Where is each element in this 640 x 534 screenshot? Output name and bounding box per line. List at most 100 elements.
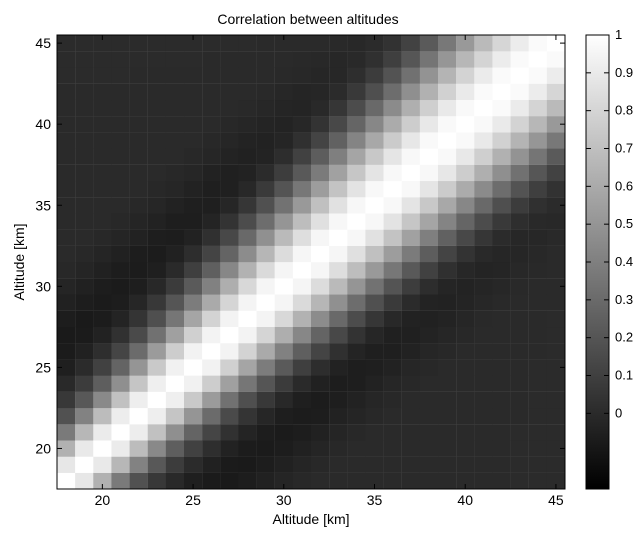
heatmap-cell xyxy=(401,229,421,246)
heatmap-cell xyxy=(311,83,330,101)
heatmap-cell xyxy=(438,99,457,117)
heatmap-cell xyxy=(329,132,348,149)
heatmap-cell xyxy=(129,440,148,457)
heatmap-cell xyxy=(456,51,475,68)
heatmap-cell xyxy=(184,343,203,360)
heatmap-cell xyxy=(383,197,402,214)
heatmap-cell xyxy=(238,310,257,328)
heatmap-cell xyxy=(93,310,112,328)
heatmap-cell xyxy=(546,51,566,68)
heatmap-cell xyxy=(419,343,439,360)
heatmap-cell xyxy=(510,424,529,441)
heatmap-cell xyxy=(474,310,493,328)
heatmap-cell xyxy=(129,35,148,52)
heatmap-cell xyxy=(401,148,421,165)
heatmap-cell xyxy=(57,391,76,409)
heatmap-cell xyxy=(256,245,275,263)
heatmap-cell xyxy=(238,424,257,441)
heatmap-cell xyxy=(456,213,475,230)
heatmap-cell xyxy=(165,294,185,311)
heatmap-cell xyxy=(220,407,239,425)
heatmap-cell xyxy=(111,407,130,425)
heatmap-cell xyxy=(510,180,529,198)
heatmap-cell xyxy=(329,51,348,68)
heatmap-cell xyxy=(329,213,348,230)
y-tick-label: 35 xyxy=(35,197,51,213)
heatmap-cell xyxy=(57,83,76,101)
heatmap-cell xyxy=(238,229,257,246)
colorbar-tick-label: 0.1 xyxy=(615,368,633,383)
heatmap-cell xyxy=(492,148,511,165)
heatmap-cell xyxy=(93,99,112,117)
heatmap-cell xyxy=(546,213,566,230)
heatmap-cell xyxy=(75,35,94,52)
heatmap-cell xyxy=(147,51,167,68)
colorbar-tick-label: 0.4 xyxy=(615,254,633,269)
heatmap-cell xyxy=(347,343,366,360)
heatmap-cell xyxy=(438,375,457,392)
heatmap-cell xyxy=(147,164,167,182)
heatmap-cell xyxy=(292,132,312,149)
heatmap-cell xyxy=(292,67,312,84)
heatmap-cell xyxy=(220,180,239,198)
heatmap-cell xyxy=(510,132,529,149)
heatmap-cell xyxy=(292,245,312,263)
heatmap-cell xyxy=(220,164,239,182)
heatmap-cell xyxy=(93,343,112,360)
heatmap-cell xyxy=(238,456,257,473)
heatmap-cell xyxy=(492,132,511,149)
heatmap-cell xyxy=(474,164,493,182)
heatmap-cell xyxy=(528,278,548,295)
heatmap-cell xyxy=(111,262,130,279)
heatmap-cell xyxy=(456,326,475,344)
heatmap-cell xyxy=(292,164,312,182)
heatmap-cell xyxy=(165,51,185,68)
heatmap-cell xyxy=(492,262,511,279)
heatmap-cell xyxy=(238,359,257,376)
heatmap-cell xyxy=(528,132,548,149)
heatmap-cell xyxy=(292,278,312,295)
heatmap-cell xyxy=(419,262,439,279)
x-axis-label: Altitude [km] xyxy=(272,511,349,527)
heatmap-cell xyxy=(438,229,457,246)
heatmap-cell xyxy=(57,440,76,457)
heatmap-cell xyxy=(274,456,294,473)
heatmap-cell xyxy=(438,197,457,214)
heatmap-cell xyxy=(256,343,275,360)
heatmap-cell xyxy=(383,180,402,198)
heatmap-cell xyxy=(474,375,493,392)
heatmap-cell xyxy=(129,391,148,409)
heatmap-cell xyxy=(184,83,203,101)
heatmap-cell xyxy=(474,391,493,409)
heatmap-cell xyxy=(147,99,167,117)
heatmap-cell xyxy=(147,148,167,165)
heatmap-cell xyxy=(202,35,221,52)
heatmap-cell xyxy=(365,197,384,214)
x-axis-ticks: 20 25 30 35 40 45 xyxy=(95,35,564,508)
heatmap-cell xyxy=(57,375,76,392)
heatmap-cell xyxy=(111,180,130,198)
heatmap-cell xyxy=(238,391,257,409)
heatmap-cell xyxy=(256,197,275,214)
heatmap-cell xyxy=(93,456,112,473)
heatmap-cell xyxy=(75,472,94,490)
heatmap-cell xyxy=(347,213,366,230)
heatmap-cell xyxy=(474,116,493,133)
heatmap-cell xyxy=(474,407,493,425)
heatmap-cell xyxy=(456,391,475,409)
heatmap-cell xyxy=(202,440,221,457)
heatmap-cell xyxy=(474,132,493,149)
heatmap-cell xyxy=(57,116,76,133)
heatmap-cell xyxy=(347,148,366,165)
heatmap-cell xyxy=(238,67,257,84)
heatmap-cell xyxy=(57,278,76,295)
heatmap-cell xyxy=(256,294,275,311)
heatmap-cell xyxy=(256,213,275,230)
heatmap-cell xyxy=(383,294,402,311)
heatmap-cell xyxy=(492,456,511,473)
heatmap-cell xyxy=(129,213,148,230)
heatmap-cell xyxy=(401,440,421,457)
heatmap-cell xyxy=(274,67,294,84)
heatmap-cell xyxy=(510,35,529,52)
heatmap-cell xyxy=(292,407,312,425)
